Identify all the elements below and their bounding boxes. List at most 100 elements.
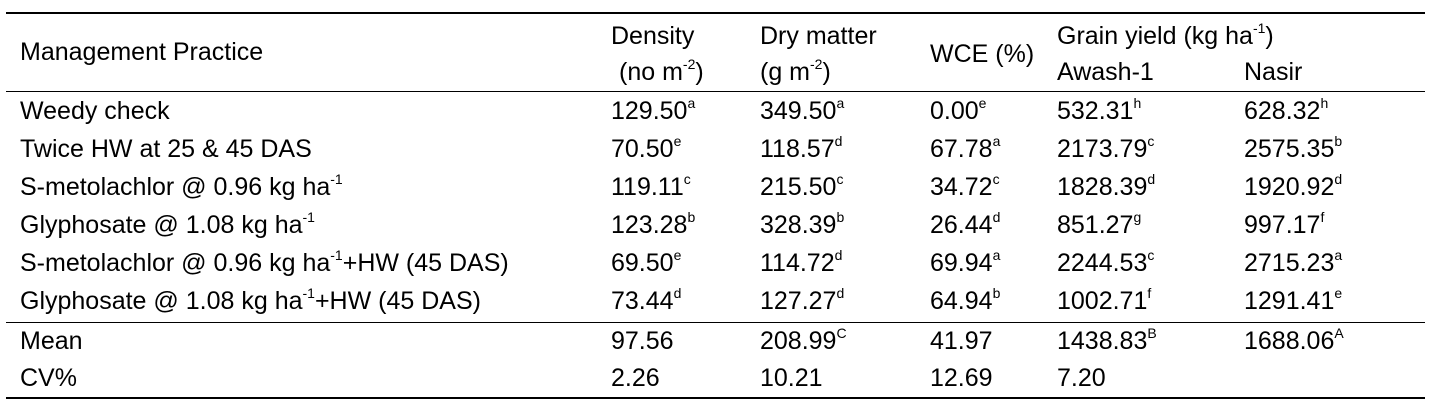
density-cell: 119.11c [611,170,691,201]
wce-cell: 26.44d [930,210,1000,239]
nasir-yield-cell-letter: f [1320,208,1325,225]
summary-label: Mean [20,327,83,355]
density-cell-value: 129.50 [611,97,688,125]
header-dry-matter: Dry matter [760,22,877,50]
nasir-yield-cell-letter: A [1334,324,1344,341]
density-cell-value: 73.44 [611,287,674,315]
nasir-yield-cell-value: 1291.41 [1244,287,1335,315]
dry-matter-cell-letter: b [836,208,845,225]
awash-yield-cell: 1828.39d [1057,170,1156,201]
wce-cell-value: 12.69 [930,364,993,392]
density-cell-letter: a [687,94,696,111]
wce-cell: 34.72c [930,172,1000,201]
wce-cell-letter: a [992,132,1001,149]
practice-label: S-metolachlor @ 0.96 kg ha [20,249,331,277]
wce-cell-letter: e [978,94,987,111]
header-wce: WCE (%) [930,40,1035,68]
nasir-yield-cell: 2575.35b [1244,132,1343,163]
practice-unit-exponent: -1 [302,284,315,301]
dry-matter-cell-value: 208.99 [760,327,837,355]
dry-matter-cell-value: 114.72 [760,249,835,277]
awash-yield-cell-letter: g [1133,208,1142,225]
dry-matter-cell: 349.50a [760,94,845,125]
nasir-yield-cell-letter: e [1334,284,1343,301]
nasir-yield-cell-letter: a [1334,246,1343,263]
awash-yield-cell-value: 7.20 [1057,364,1106,392]
header-dry-matter-unit: (g m-2) [760,55,831,86]
density-cell-letter: b [687,208,696,225]
awash-yield-cell-letter: h [1133,94,1142,111]
practice-label: Weedy check [20,97,170,125]
practice-label: Glyphosate @ 1.08 kg ha [20,287,303,315]
density-cell: 129.50a [611,94,696,125]
awash-yield-cell-letter: d [1147,170,1156,187]
dry-matter-cell: 114.72d [760,248,842,277]
nasir-yield-cell: 2715.23a [1244,246,1343,277]
awash-yield-cell: 1002.71f [1057,286,1151,315]
nasir-yield-cell-value: 1920.92 [1244,173,1335,201]
nasir-yield-cell-letter: h [1320,94,1329,111]
nasir-yield-cell-value: 2575.35 [1244,135,1335,163]
management-practice-cell: S-metolachlor @ 0.96 kg ha-1+HW (45 DAS) [20,246,509,277]
practice-label: Glyphosate @ 1.08 kg ha [20,211,303,239]
wce-cell-value: 0.00 [930,97,979,125]
awash-yield-cell-value: 1002.71 [1057,287,1148,315]
dry-matter-cell-value: 127.27 [760,287,837,315]
dry-matter-cell-letter: d [836,284,845,301]
header-density: Density [611,22,695,50]
management-practice-cell: Glyphosate @ 1.08 kg ha-1 [20,210,315,239]
dry-matter-cell: 10.21 [760,364,823,392]
summary-top-rule [6,322,1425,323]
nasir-yield-cell: 628.32h [1244,94,1329,125]
dry-matter-cell-value: 215.50 [760,173,837,201]
awash-yield-cell-letter: B [1147,324,1157,341]
nasir-yield-cell: 1688.06A [1244,324,1344,355]
practice-unit-exponent: -1 [330,246,343,263]
wce-cell-letter: a [992,246,1001,263]
density-cell-letter: c [683,170,691,187]
wce-cell-value: 67.78 [930,135,993,163]
nasir-yield-cell-value: 997.17 [1244,211,1321,239]
awash-yield-cell: 2173.79c [1057,134,1154,163]
header-bottom-rule [6,91,1425,92]
practice-label: Twice HW at 25 & 45 DAS [20,135,312,163]
table-bottom-rule [6,397,1425,399]
header-grain-yield: Grain yield (kg ha-1) [1057,19,1274,50]
management-practice-cell: Glyphosate @ 1.08 kg ha-1+HW (45 DAS) [20,284,481,315]
density-cell-letter: e [673,246,682,263]
dry-matter-cell-letter: C [836,324,847,341]
dry-matter-cell-value: 10.21 [760,364,823,392]
nasir-yield-cell: 997.17f [1244,208,1325,239]
dry-matter-cell-letter: a [836,94,845,111]
density-cell: 69.50e [611,246,682,277]
density-cell-letter: d [673,284,682,301]
density-cell-value: 69.50 [611,249,674,277]
density-cell-value: 70.50 [611,135,674,163]
awash-yield-cell-letter: c [1147,246,1155,263]
awash-yield-cell-value: 2173.79 [1057,135,1148,163]
wce-cell-value: 34.72 [930,173,993,201]
density-cell: 97.56 [611,327,674,355]
wce-cell-letter: b [992,284,1001,301]
wce-cell: 64.94b [930,284,1001,315]
dry-matter-cell: 118.57d [760,134,842,163]
nasir-yield-cell-value: 628.32 [1244,97,1321,125]
wce-cell-value: 64.94 [930,287,993,315]
dry-matter-cell-value: 349.50 [760,97,837,125]
header-awash: Awash-1 [1057,58,1154,86]
density-cell-value: 123.28 [611,211,688,239]
dry-matter-cell-value: 328.39 [760,211,837,239]
awash-yield-cell-value: 1828.39 [1057,173,1148,201]
awash-yield-cell: 1438.83B [1057,324,1157,355]
nasir-yield-cell-letter: b [1334,132,1343,149]
management-practice-cell: Weedy check [20,97,170,125]
awash-yield-cell-value: 2244.53 [1057,249,1148,277]
table-top-rule [6,12,1425,14]
wce-cell: 12.69 [930,364,993,392]
awash-yield-cell: 7.20 [1057,364,1106,392]
practice-suffix: +HW (45 DAS) [342,249,509,277]
practice-label: S-metolachlor @ 0.96 kg ha [20,173,331,201]
summary-label: CV% [20,364,77,392]
density-cell: 73.44d [611,284,682,315]
density-cell: 123.28b [611,208,696,239]
